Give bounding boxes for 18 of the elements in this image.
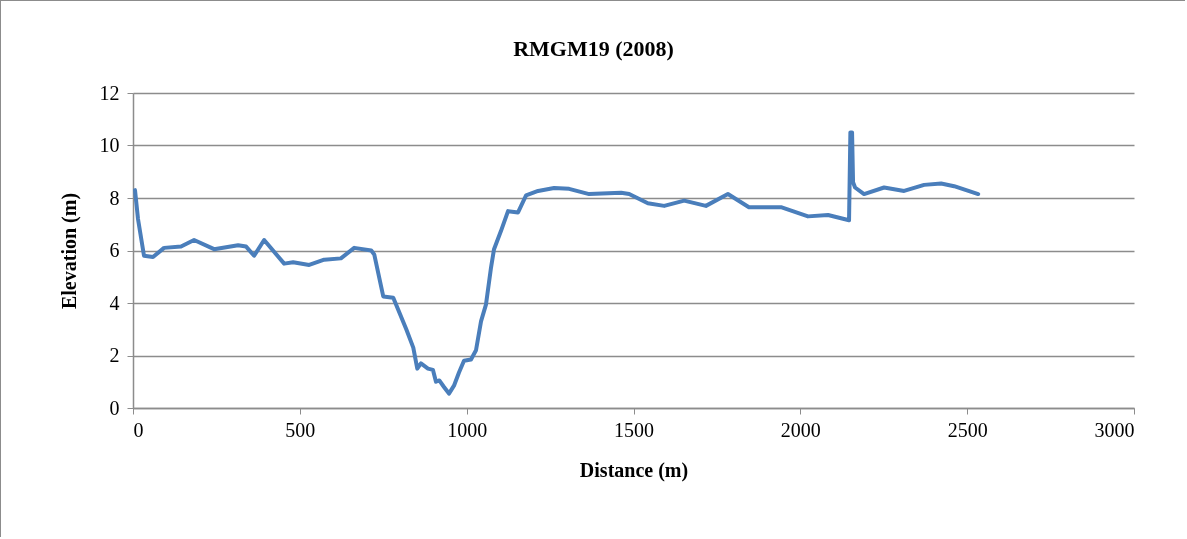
x-tick-label: 500 xyxy=(285,418,316,441)
x-tick-label: 2500 xyxy=(947,418,988,441)
y-tick-label: 0 xyxy=(109,396,120,419)
y-tick-label: 12 xyxy=(99,81,120,104)
x-tick-label: 1500 xyxy=(614,418,654,441)
x-tick-label: 2000 xyxy=(780,418,821,441)
x-tick-label: 0 xyxy=(133,418,144,441)
y-tick-label: 10 xyxy=(99,134,120,156)
y-tick-label: 8 xyxy=(109,186,120,209)
x-axis-title: Distance (m) xyxy=(579,458,689,482)
y-tick-label: 6 xyxy=(109,239,120,261)
y-tick-label: 2 xyxy=(109,344,120,366)
y-axis-title: Elevation (m) xyxy=(57,192,81,310)
x-tick-label: 1000 xyxy=(447,418,488,441)
y-tick-label: 4 xyxy=(109,291,120,314)
line-series xyxy=(133,130,981,396)
chart-title: RMGM19 (2008) xyxy=(513,36,674,61)
x-tick-label: 3000 xyxy=(1094,418,1135,441)
